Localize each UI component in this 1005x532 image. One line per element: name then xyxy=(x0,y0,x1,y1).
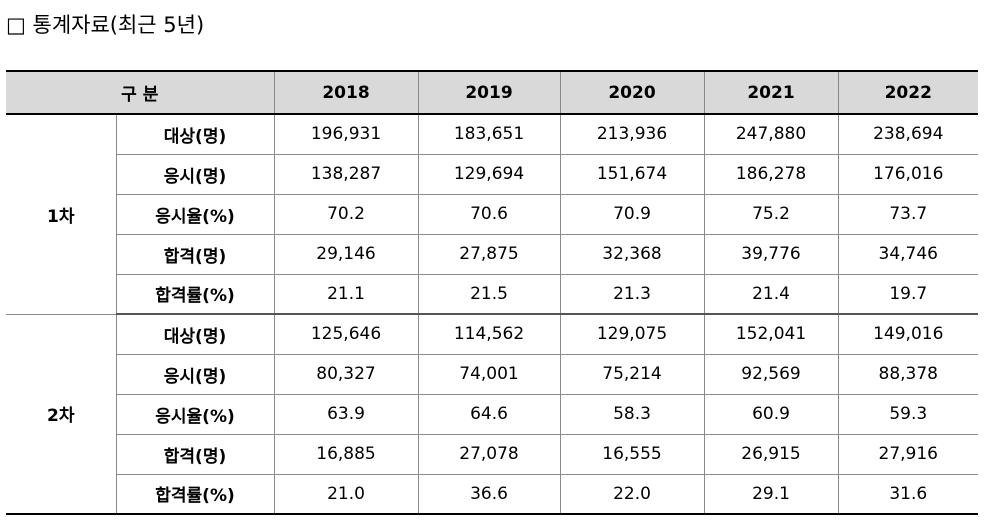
metric-label: 응시율(%) xyxy=(116,393,275,435)
value-cell: 74,001 xyxy=(417,353,561,395)
table-row: 응시(명) 80,327 74,001 75,214 92,569 88,378 xyxy=(6,353,979,395)
value-cell: 16,885 xyxy=(273,433,419,475)
value-cell: 27,875 xyxy=(417,233,561,275)
group-label: 1차 xyxy=(6,113,117,315)
value-cell: 21.3 xyxy=(559,273,705,315)
table-row: 응시율(%) 70.2 70.6 70.9 75.2 73.7 xyxy=(6,193,979,235)
group-label: 2차 xyxy=(6,313,117,515)
metric-label: 합격률(%) xyxy=(116,473,275,514)
value-cell: 32,368 xyxy=(559,233,705,275)
value-cell: 152,041 xyxy=(703,313,839,355)
value-cell: 64.6 xyxy=(417,393,561,435)
year-header: 2019 xyxy=(417,71,561,115)
year-header: 2021 xyxy=(703,71,839,115)
year-header: 2022 xyxy=(837,71,979,115)
category-header: 구 분 xyxy=(6,71,275,115)
value-cell: 36.6 xyxy=(417,473,561,514)
table-row: 응시(명) 138,287 129,694 151,674 186,278 176,016 xyxy=(6,153,979,195)
value-cell: 21.1 xyxy=(273,273,419,315)
metric-label: 응시율(%) xyxy=(116,193,275,235)
metric-label: 응시(명) xyxy=(116,353,275,395)
value-cell: 26,915 xyxy=(703,433,839,475)
value-cell: 129,075 xyxy=(559,313,705,355)
value-cell: 75,214 xyxy=(559,353,705,395)
value-cell: 80,327 xyxy=(273,353,419,395)
value-cell: 129,694 xyxy=(417,153,561,195)
metric-label: 응시(명) xyxy=(116,153,275,195)
value-cell: 29.1 xyxy=(703,473,839,514)
value-cell: 58.3 xyxy=(559,393,705,435)
value-cell: 60.9 xyxy=(703,393,839,435)
header-row: 구 분 2018 2019 2020 2021 2022 xyxy=(6,71,979,115)
table-row: 합격률(%) 21.0 36.6 22.0 29.1 31.6 xyxy=(6,473,979,514)
value-cell: 176,016 xyxy=(837,153,979,195)
year-header: 2020 xyxy=(559,71,705,115)
value-cell: 88,378 xyxy=(837,353,979,395)
value-cell: 21.5 xyxy=(417,273,561,315)
value-cell: 247,880 xyxy=(703,113,839,155)
value-cell: 114,562 xyxy=(417,313,561,355)
value-cell: 125,646 xyxy=(273,313,419,355)
value-cell: 73.7 xyxy=(837,193,979,235)
year-header: 2018 xyxy=(273,71,419,115)
value-cell: 186,278 xyxy=(703,153,839,195)
section-heading: □ 통계자료(최근 5년) xyxy=(6,13,205,37)
value-cell: 19.7 xyxy=(837,273,979,315)
table-row: 2차 대상(명) 125,646 114,562 129,075 152,041 149,0… xyxy=(6,313,979,515)
value-cell: 21.4 xyxy=(703,273,839,315)
value-cell: 34,746 xyxy=(837,233,979,275)
value-cell: 39,776 xyxy=(703,233,839,275)
value-cell: 75.2 xyxy=(703,193,839,235)
value-cell: 138,287 xyxy=(273,153,419,195)
value-cell: 31.6 xyxy=(837,473,979,514)
table-row: 합격(명) 29,146 27,875 32,368 39,776 34,746 xyxy=(6,233,979,275)
metric-label: 대상(명) xyxy=(115,313,275,355)
value-cell: 63.9 xyxy=(273,393,419,435)
metric-label: 합격률(%) xyxy=(116,273,275,315)
value-cell: 196,931 xyxy=(273,113,419,155)
metric-label: 대상(명) xyxy=(115,113,275,155)
value-cell: 70.6 xyxy=(417,193,561,235)
table-row: 응시율(%) 63.9 64.6 58.3 60.9 59.3 xyxy=(6,393,979,435)
table-row: 합격률(%) 21.1 21.5 21.3 21.4 19.7 xyxy=(6,273,979,315)
value-cell: 151,674 xyxy=(559,153,705,195)
value-cell: 29,146 xyxy=(273,233,419,275)
metric-label: 합격(명) xyxy=(116,233,275,275)
value-cell: 70.2 xyxy=(273,193,419,235)
value-cell: 183,651 xyxy=(417,113,561,155)
value-cell: 16,555 xyxy=(559,433,705,475)
value-cell: 70.9 xyxy=(559,193,705,235)
table-row: 1차 대상(명) 196,931 183,651 213,936 247,880 238,6… xyxy=(6,113,979,315)
group-2-body: 2차 대상(명) 125,646 114,562 129,075 152,041 149,0… xyxy=(6,313,979,515)
value-cell: 238,694 xyxy=(837,113,979,155)
value-cell: 22.0 xyxy=(559,473,705,514)
value-cell: 149,016 xyxy=(837,313,979,355)
table-row: 합격(명) 16,885 27,078 16,555 26,915 27,916 xyxy=(6,433,979,475)
value-cell: 27,078 xyxy=(417,433,561,475)
value-cell: 27,916 xyxy=(837,433,979,475)
value-cell: 59.3 xyxy=(837,393,979,435)
value-cell: 213,936 xyxy=(559,113,705,155)
group-1-body: 1차 대상(명) 196,931 183,651 213,936 247,880 238,6… xyxy=(6,113,979,315)
value-cell: 92,569 xyxy=(703,353,839,395)
statistics-table: 구 분 2018 2019 2020 2021 2022 1차 대상(명) 196,… xyxy=(6,70,979,515)
metric-label: 합격(명) xyxy=(116,433,275,475)
value-cell: 21.0 xyxy=(273,473,419,514)
